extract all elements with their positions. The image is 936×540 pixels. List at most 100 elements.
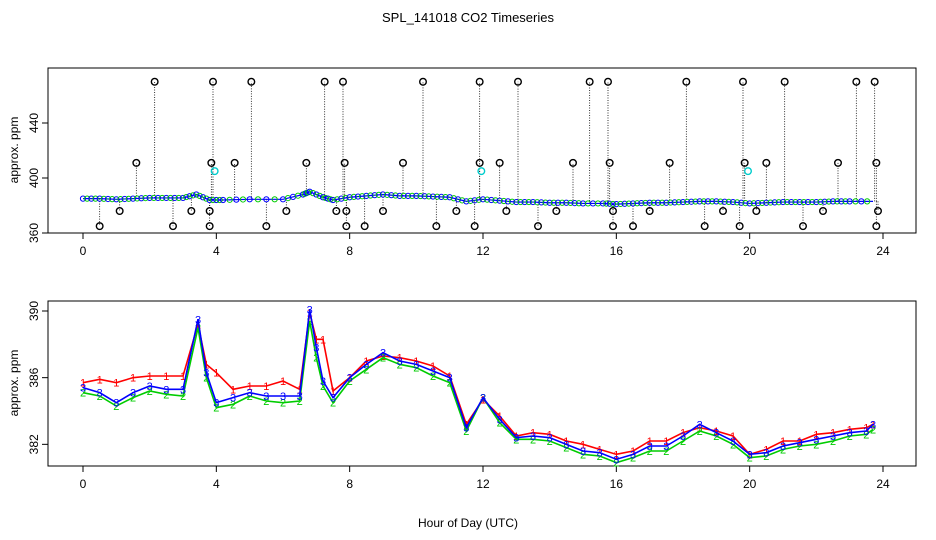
- series-1-point: 1: [813, 429, 819, 441]
- top-plot-frame: [47, 67, 917, 234]
- top-series-point: [750, 200, 757, 207]
- top-series-point: [79, 195, 87, 202]
- top-series-point: [734, 199, 741, 206]
- series-2-point: 2: [447, 378, 453, 390]
- top-series-point: [163, 194, 170, 202]
- top-x-tick-label: 4: [213, 244, 220, 258]
- top-series-point: [216, 196, 223, 204]
- bottom-x-tick-label: 0: [80, 477, 87, 491]
- flagged-low-point: [502, 206, 511, 215]
- top-series-point: [429, 193, 437, 200]
- top-series-point: [550, 199, 557, 206]
- series-3-point: 3: [497, 414, 503, 426]
- flagged-cyan-point: [477, 167, 486, 176]
- series-2-point: 2: [380, 353, 386, 365]
- series-2-point: 2: [347, 376, 353, 388]
- top-series-point: [509, 198, 516, 205]
- top-series-point: [571, 199, 578, 207]
- top-series-point: [713, 198, 720, 205]
- top-series-point: [646, 199, 653, 206]
- top-series-point: [471, 197, 478, 204]
- series-3-point: 3: [863, 426, 869, 438]
- top-series-point: [704, 198, 712, 205]
- series-3-point: 3: [147, 381, 153, 393]
- top-series-point: [183, 193, 190, 201]
- flagged-low-point: [342, 222, 351, 231]
- series-1-point: 1: [830, 428, 836, 440]
- series-2-point: 2: [780, 444, 786, 456]
- top-series-point: [538, 199, 545, 206]
- series-2-point: 2: [163, 389, 169, 401]
- top-series-point: [500, 197, 507, 205]
- top-series-point: [359, 193, 366, 200]
- top-series-point: [379, 191, 387, 198]
- series-2-point: 2: [597, 451, 603, 463]
- series-1-point: 1: [730, 431, 736, 443]
- top-series-point: [534, 199, 541, 206]
- series-3-point: 3: [195, 314, 201, 326]
- series-1-point: 1: [663, 436, 669, 448]
- flagged-high-point: [740, 158, 749, 167]
- top-series-point: [226, 196, 233, 203]
- flagged-high-point: [207, 158, 216, 167]
- top-series-point: [521, 198, 528, 206]
- top-series-point: [363, 192, 370, 199]
- top-series-point: [804, 198, 812, 206]
- series-2-line: [82, 320, 874, 464]
- series-3-point: 3: [347, 373, 353, 385]
- series-2-point: 2: [530, 434, 536, 446]
- top-series-point: [599, 200, 607, 207]
- top-series-point: [563, 199, 570, 206]
- top-series-point: [316, 192, 323, 199]
- top-series-point: [150, 194, 157, 202]
- series-1-point: 1: [130, 373, 136, 385]
- top-series-point: [513, 198, 520, 206]
- series-1-point: 1: [363, 356, 369, 368]
- top-series-point: [263, 196, 270, 203]
- top-series-point: [354, 193, 362, 200]
- top-series-point: [663, 199, 670, 206]
- top-series-point: [742, 199, 749, 207]
- series-2-point: 2: [747, 453, 753, 465]
- top-series-point: [109, 196, 116, 203]
- top-series-point: [754, 199, 762, 207]
- top-series-point: [696, 198, 703, 205]
- top-series-point: [546, 199, 553, 206]
- series-1-point: 1: [747, 449, 753, 461]
- top-series-point: [817, 198, 824, 205]
- series-1-point: 1: [763, 444, 769, 456]
- flagged-high-point: [475, 158, 484, 167]
- top-series-point: [313, 191, 320, 198]
- series-1-point: 1: [530, 428, 536, 440]
- flagged-high-point: [604, 77, 613, 86]
- series-1-point: 1: [863, 423, 869, 435]
- top-series-point: [134, 195, 141, 202]
- top-x-tick-label: 8: [346, 244, 353, 258]
- flagged-high-point: [665, 158, 674, 167]
- flagged-low-point: [799, 222, 808, 231]
- series-3-point: 3: [213, 398, 219, 410]
- series-1-point: 1: [430, 361, 436, 373]
- top-series-point: [621, 200, 628, 207]
- series-2-point: 2: [630, 453, 636, 465]
- series-1-point: 1: [97, 374, 103, 386]
- top-series-point: [409, 192, 416, 199]
- top-series-point: [375, 191, 382, 198]
- top-series-point: [625, 200, 632, 207]
- flagged-high-point: [780, 77, 789, 86]
- series-1-point: 1: [313, 334, 319, 346]
- top-series-point: [342, 194, 349, 202]
- top-series-point: [609, 200, 617, 208]
- flagged-low-point: [534, 222, 543, 231]
- series-2-point: 2: [497, 418, 503, 430]
- top-series-point: [209, 196, 217, 204]
- series-3-point: 3: [280, 391, 286, 403]
- top-series-point: [809, 198, 816, 206]
- top-series-point: [775, 199, 782, 206]
- series-3-point: 3: [447, 373, 453, 385]
- flagged-high-point: [132, 158, 141, 167]
- top-series-point: [858, 198, 865, 205]
- series-1-point: 1: [180, 371, 186, 383]
- series-3-point: 3: [747, 449, 753, 461]
